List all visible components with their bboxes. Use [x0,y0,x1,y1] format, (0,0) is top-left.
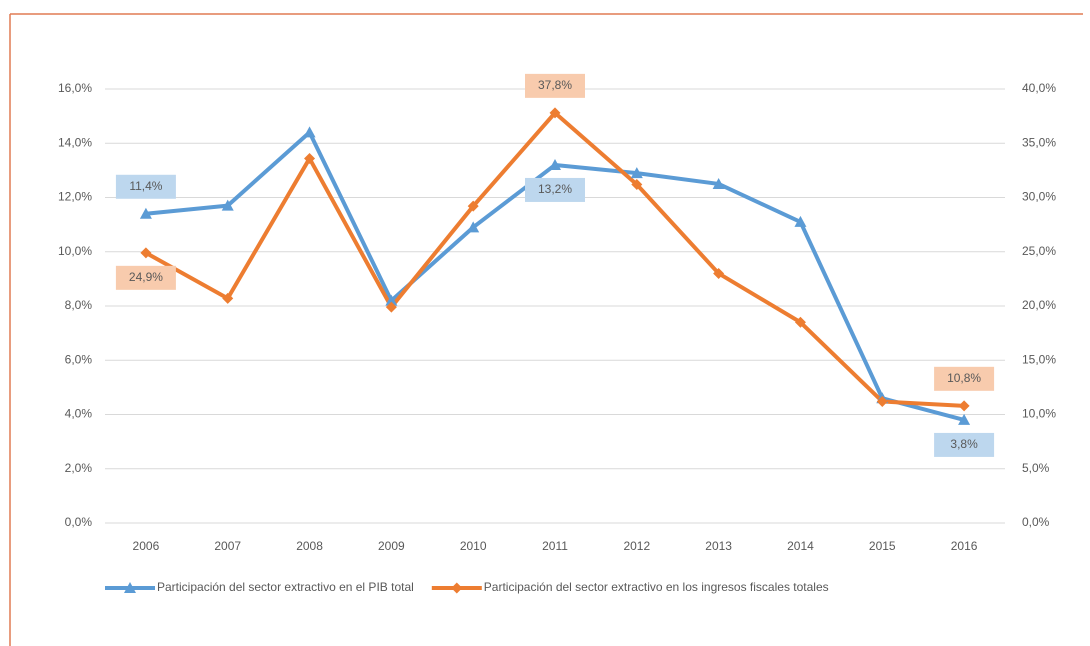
marker [222,292,234,304]
x-tick-label: 2011 [542,539,568,553]
y-tick-label: 10,0% [58,244,92,258]
y2-tick-label: 30,0% [1022,190,1056,204]
data-label-box [115,174,176,199]
marker [139,207,152,219]
marker [712,177,725,189]
y-tick-label: 6,0% [65,352,93,366]
x-tick-label: 2007 [214,539,241,553]
marker [549,158,561,170]
marker [467,221,480,233]
y-tick-label: 2,0% [65,461,93,475]
y2-tick-label: 20,0% [1022,298,1056,312]
x-tick-label: 2012 [623,539,650,553]
x-tick-label: 2009 [378,539,405,553]
x-tick-label: 2016 [951,539,978,553]
x-tick-label: 2015 [869,539,896,553]
y2-tick-label: 10,0% [1022,407,1056,421]
series-line [145,130,965,422]
marker [221,199,234,211]
series-line [144,110,965,408]
marker [385,294,398,306]
y2-tick-label: 25,0% [1022,244,1056,258]
marker [549,107,561,119]
data-label: 13,2% [538,182,572,196]
y-tick-label: 12,0% [58,190,92,204]
data-label: 24,9% [129,270,163,284]
data-label-box [525,73,585,98]
legend-label: Participación del sector extractivo en l… [484,580,829,594]
y-tick-label: 4,0% [65,407,93,421]
data-label-box [115,265,176,290]
x-tick-label: 2006 [133,539,160,553]
x-tick-label: 2010 [460,539,487,553]
y-tick-label: 14,0% [58,135,92,149]
marker [631,178,643,190]
data-label: 10,8% [947,371,981,385]
y2-tick-label: 35,0% [1022,135,1056,149]
data-label-box [525,177,585,202]
data-label-box [934,432,995,457]
y-tick-label: 16,0% [58,81,92,95]
data-label-box [934,366,995,391]
y2-tick-label: 5,0% [1022,461,1050,475]
marker [630,167,643,179]
marker [304,152,316,164]
x-tick-label: 2008 [296,539,323,553]
marker [876,395,888,407]
marker [794,316,806,328]
y2-tick-label: 15,0% [1022,352,1056,366]
marker [467,200,479,212]
marker [958,413,971,425]
legend-label: Participación del sector extractivo en e… [157,580,414,594]
y2-tick-label: 0,0% [1022,515,1050,529]
data-label: 37,8% [538,78,572,92]
x-tick-label: 2013 [705,539,732,553]
data-label: 11,4% [129,179,162,193]
marker [958,400,970,412]
marker [140,247,152,259]
marker [794,215,807,227]
marker [451,582,463,594]
y-tick-label: 0,0% [65,515,93,529]
marker [124,582,136,593]
y2-tick-label: 40,0% [1022,81,1056,95]
marker [385,301,397,313]
data-label: 3,8% [950,437,978,451]
x-tick-label: 2014 [787,539,814,553]
y-tick-label: 8,0% [65,298,93,312]
marker [303,126,316,138]
marker [713,267,725,279]
